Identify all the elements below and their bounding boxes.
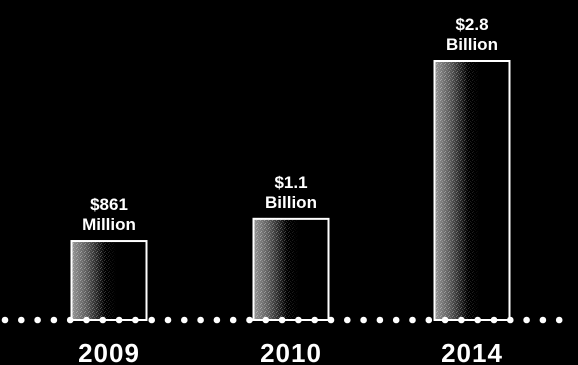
bar-texture: [70, 240, 148, 320]
bar-2014: [433, 60, 511, 321]
axis-dot: [311, 316, 319, 324]
axis-dot: [164, 316, 172, 324]
axis-dot: [34, 316, 41, 324]
axis-dot: [523, 316, 530, 324]
axis-dot: [99, 316, 107, 324]
bar-2010: [252, 217, 330, 322]
data-label-2014-line2: Billion: [446, 35, 498, 54]
bar-texture: [252, 217, 330, 320]
axis-dot: [262, 316, 270, 324]
bar-outline: [252, 217, 330, 322]
axis-dot: [278, 316, 286, 324]
axis-dot: [441, 316, 449, 324]
axis-dot: [344, 316, 351, 324]
bar-outline: [433, 60, 511, 321]
axis-dot: [458, 316, 465, 324]
bar-outline: [70, 240, 148, 321]
axis-dot: [181, 316, 188, 324]
axis-dot: [409, 316, 416, 324]
axis-dot: [376, 316, 384, 324]
x-axis-dots: [1, 316, 563, 324]
data-label-2009-line1: $861: [90, 195, 128, 214]
axis-dot: [50, 316, 58, 324]
data-label-2010-line2: Billion: [265, 193, 317, 212]
axis-dot: [246, 316, 253, 324]
axis-dot: [392, 316, 400, 324]
x-tick-2014: 2014: [441, 338, 503, 365]
bar-texture: [433, 60, 511, 320]
data-label-2014-line1: $2.8: [455, 15, 488, 34]
axis-dot: [507, 316, 514, 324]
axis-dot: [555, 316, 563, 324]
axis-dot: [66, 316, 74, 324]
axis-dot: [115, 316, 123, 324]
axis-dot: [197, 316, 204, 324]
axis-dot: [148, 316, 155, 324]
axis-dot: [18, 316, 25, 324]
x-tick-2009: 2009: [78, 338, 140, 365]
data-label-2010-line1: $1.1: [274, 173, 307, 192]
axis-dot: [132, 316, 139, 324]
axis-dot: [1, 316, 9, 324]
data-label-2009-line2: Million: [82, 215, 136, 234]
x-tick-2010: 2010: [260, 338, 322, 365]
axis-dot: [229, 316, 237, 324]
axis-dot: [539, 316, 547, 324]
axis-dot: [425, 316, 433, 324]
axis-dot: [295, 316, 302, 324]
axis-dot: [213, 316, 221, 324]
bars-layer: [70, 60, 511, 322]
axis-dot: [490, 316, 498, 324]
x-tick-labels: 2009 2010 2014: [78, 338, 503, 365]
axis-dot: [474, 316, 482, 324]
axis-dot: [360, 316, 367, 324]
bar-2009: [70, 240, 148, 321]
axis-dot: [83, 316, 90, 324]
axis-dot: [327, 316, 335, 324]
